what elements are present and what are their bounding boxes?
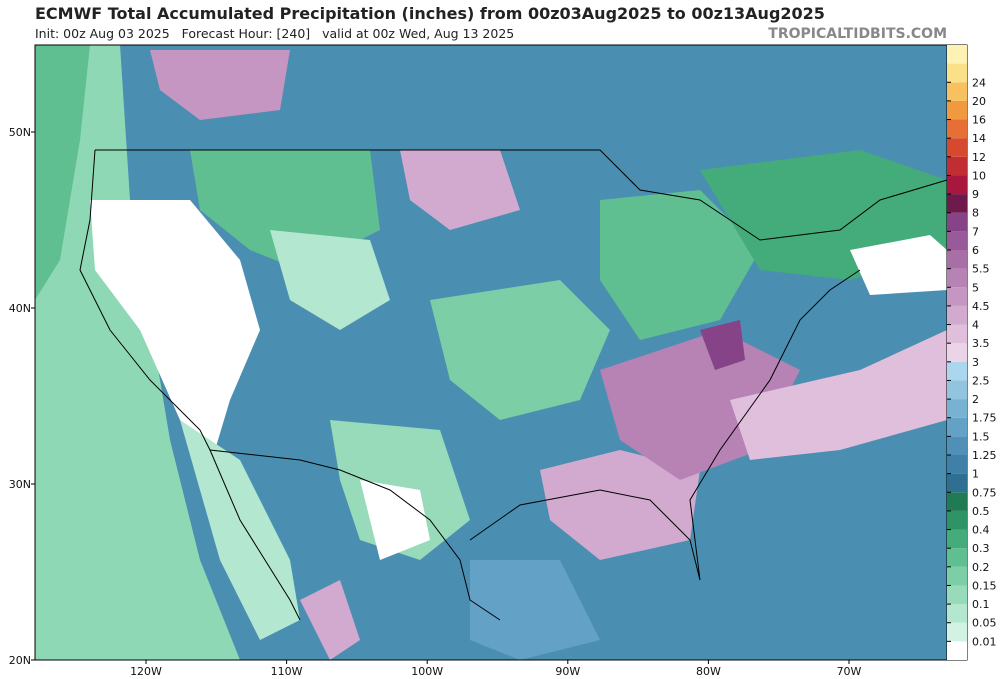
precip-field [35, 45, 947, 660]
brand: TROPICALTIDBITS.COM [768, 26, 947, 42]
colorbar-label: 4.5 [972, 300, 990, 313]
colorbar-swatch [947, 231, 967, 250]
colorbar-swatch [947, 82, 967, 101]
lat-label: 30N [9, 478, 31, 491]
colorbar-label: 5.5 [972, 263, 990, 276]
colorbar-swatch [947, 566, 967, 586]
colorbar-label: 20 [972, 95, 986, 108]
colorbar-label: 24 [972, 76, 986, 89]
colorbar-swatch [947, 305, 967, 325]
colorbar-label: 0.1 [972, 598, 990, 611]
lon-label: 80W [696, 665, 721, 678]
lat-label: 20N [9, 654, 31, 667]
colorbar-label: 1.5 [972, 430, 990, 443]
colorbar-swatch [947, 287, 967, 306]
colorbar-swatch [947, 492, 967, 511]
colorbar-label: 10 [972, 169, 986, 182]
colorbar-swatch [947, 138, 967, 157]
colorbar-label: 1.25 [972, 449, 997, 462]
colorbar-swatch [947, 100, 967, 120]
colorbar-label: 14 [972, 132, 986, 145]
colorbar-swatch [947, 361, 967, 381]
lon-label: 90W [555, 665, 580, 678]
colorbar-label: 0.01 [972, 635, 997, 648]
colorbar-label: 2.5 [972, 374, 990, 387]
colorbar-swatch [947, 585, 967, 605]
colorbar-swatch [947, 45, 967, 64]
lat-label: 50N [9, 126, 31, 139]
colorbar-swatch [947, 156, 967, 176]
borders [79, 149, 948, 621]
colorbar-label: 6 [972, 244, 979, 257]
colorbar-label: 0.4 [972, 524, 990, 537]
colorbar-label: 0.5 [972, 505, 990, 518]
colorbar-label: 12 [972, 151, 986, 164]
colorbar-swatch [947, 436, 967, 455]
colorbar-swatch [947, 324, 967, 344]
colorbar-label: 4 [972, 319, 979, 332]
colorbar-swatch [947, 399, 967, 418]
colorbar-label: 1.75 [972, 412, 997, 425]
colorbar-swatch [947, 455, 967, 474]
colorbar-label: 9 [972, 188, 979, 201]
colorbar-label: 0.05 [972, 617, 997, 630]
colorbar-swatch [947, 212, 967, 232]
colorbar-swatch [947, 622, 967, 642]
colorbar-label: 16 [972, 114, 986, 127]
colorbar-label: 8 [972, 207, 979, 220]
colorbar-label: 5 [972, 281, 979, 294]
colorbar-swatch [947, 473, 967, 493]
colorbar-swatch [947, 250, 967, 269]
colorbar-label: 3.5 [972, 337, 990, 350]
lon-label: 100W [411, 665, 443, 678]
lon-label: 110W [271, 665, 303, 678]
colorbar-label: 3 [972, 356, 979, 369]
colorbar-swatch [947, 641, 967, 660]
colorbar-label: 2 [972, 393, 979, 406]
colorbar-label: 0.3 [972, 542, 990, 555]
lat-label: 40N [9, 302, 31, 315]
lon-label: 120W [130, 665, 162, 678]
colorbar-label: 0.75 [972, 486, 997, 499]
colorbar-swatch [947, 548, 967, 567]
colorbar-swatch [947, 63, 967, 83]
title: ECMWF Total Accumulated Precipitation (i… [35, 4, 825, 23]
colorbar-label: 0.2 [972, 561, 990, 574]
colorbar-label: 1 [972, 468, 979, 481]
colorbar-swatch [947, 604, 967, 623]
colorbar-swatch [947, 343, 967, 362]
colorbar-swatch [947, 529, 967, 549]
colorbar-swatch [947, 194, 967, 213]
colorbar-label: 7 [972, 225, 979, 238]
colorbar-swatch [947, 268, 967, 288]
subtitle: Init: 00z Aug 03 2025 Forecast Hour: [24… [35, 26, 514, 41]
colorbar-swatch [947, 510, 967, 530]
lon-label: 70W [837, 665, 862, 678]
colorbar-swatch [947, 175, 967, 195]
colorbar-swatch [947, 380, 967, 400]
colorbar-label: 0.15 [972, 579, 997, 592]
colorbar-swatch [947, 119, 967, 139]
colorbar-swatch [947, 417, 967, 437]
